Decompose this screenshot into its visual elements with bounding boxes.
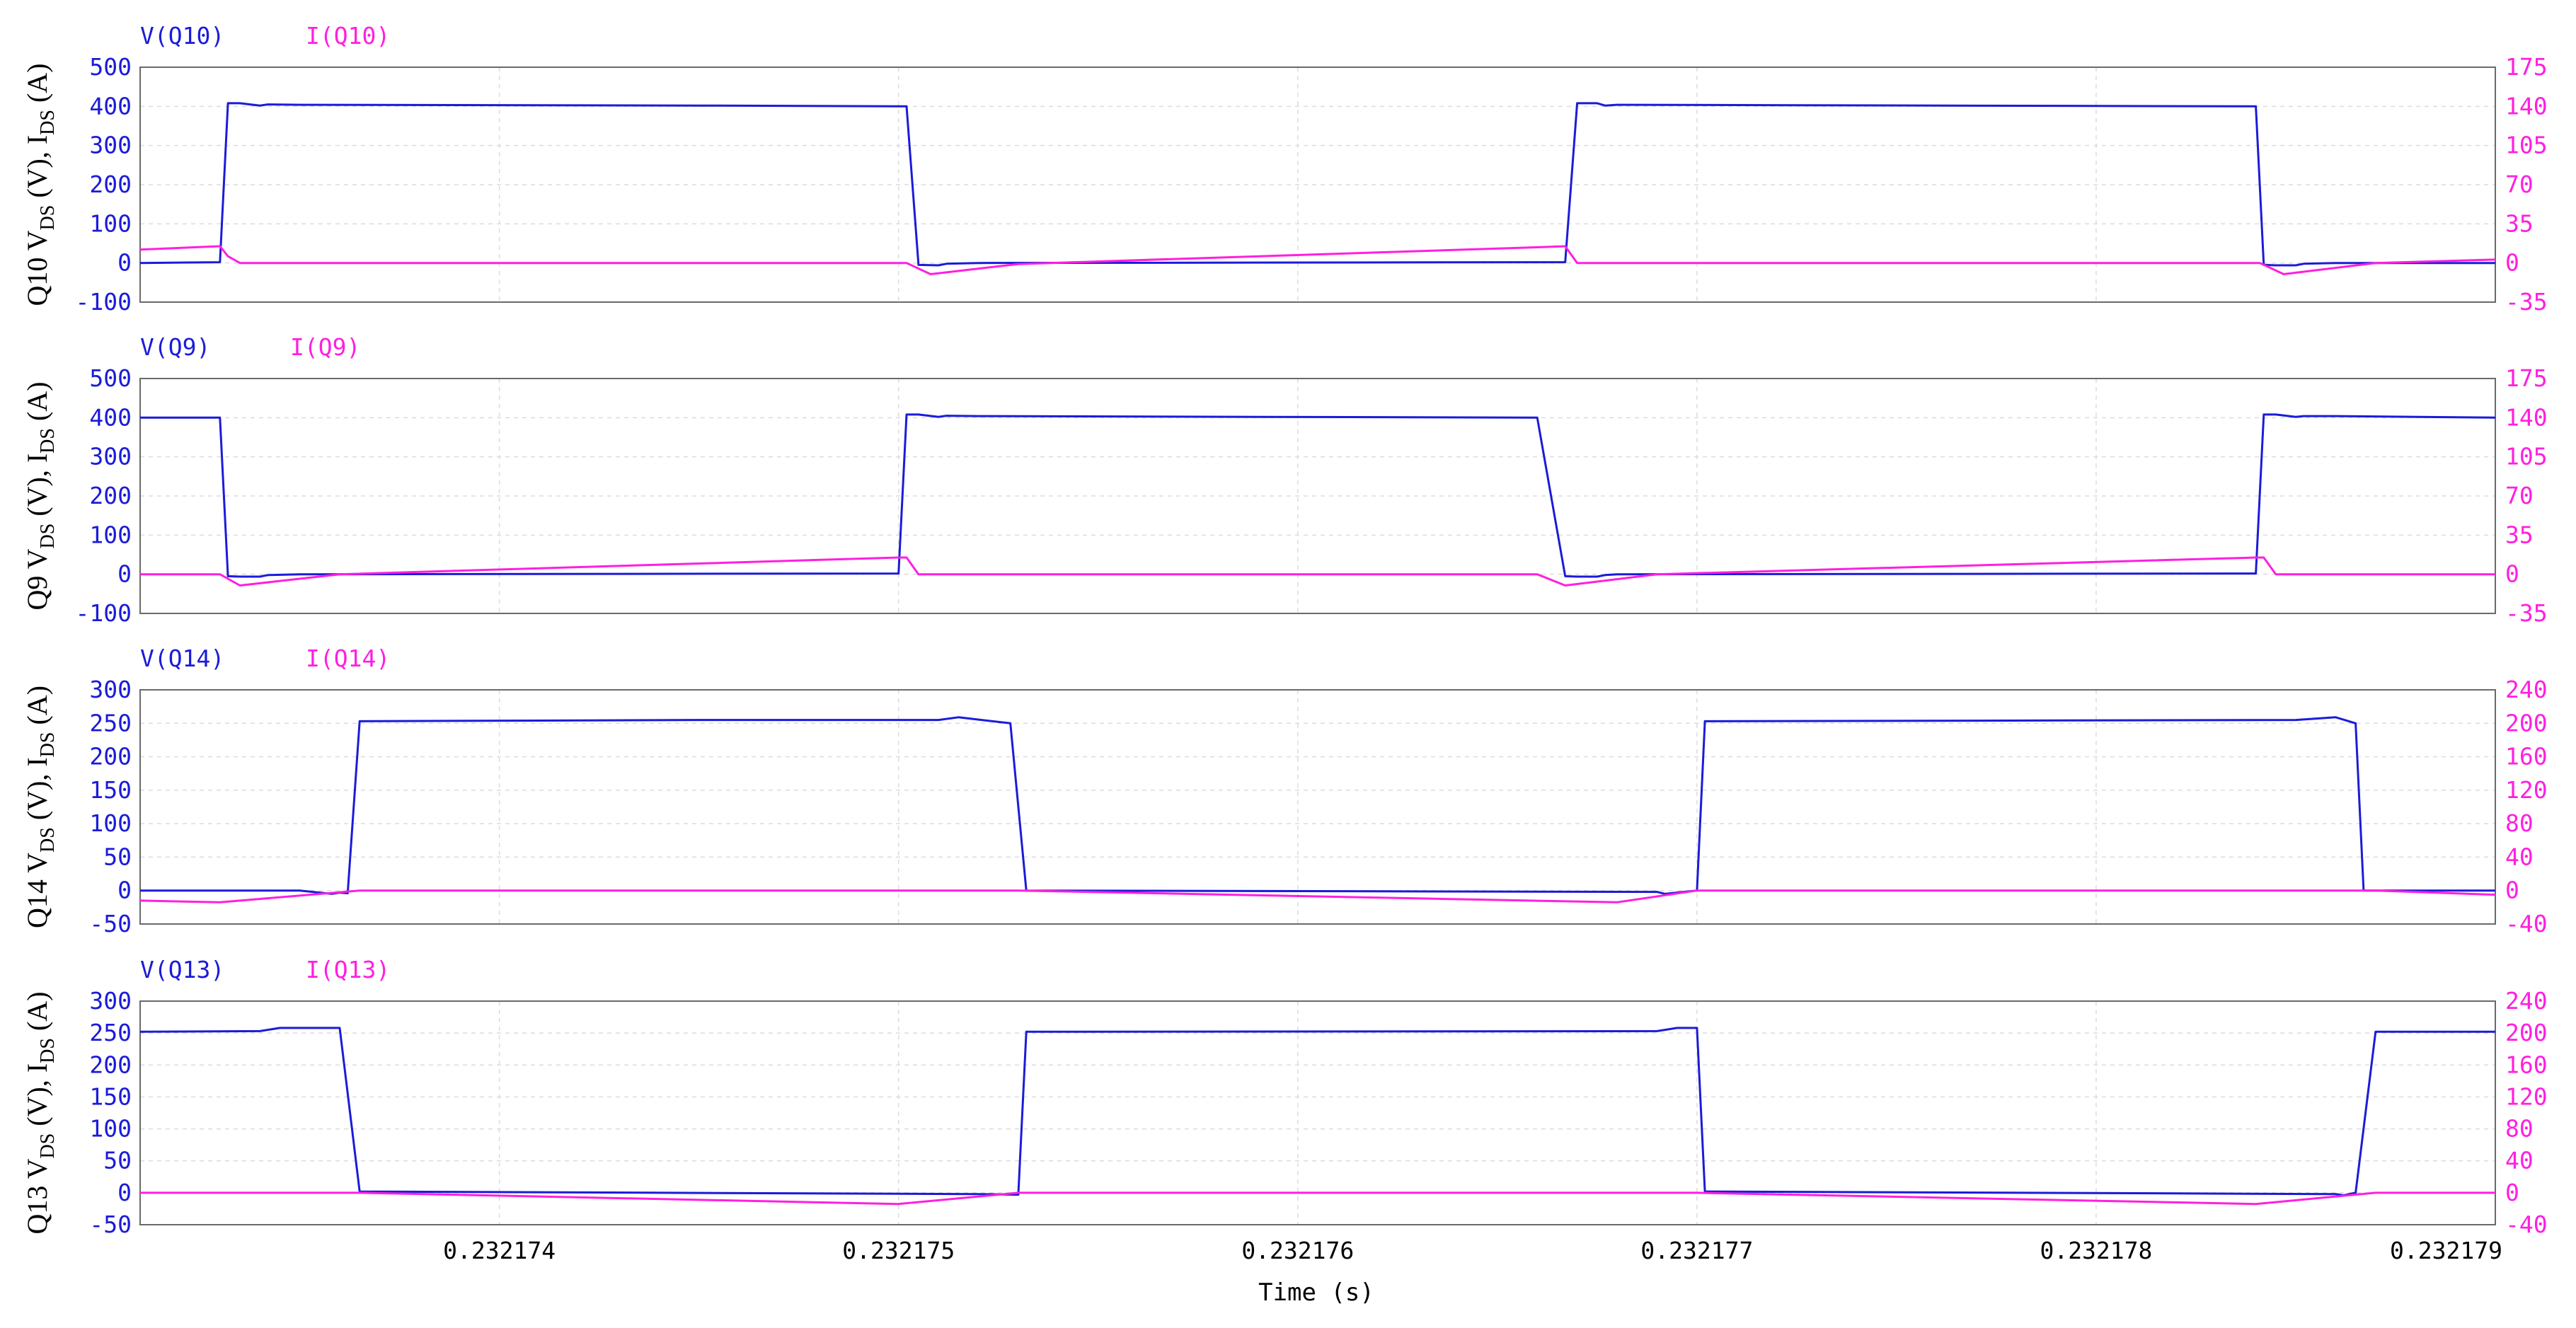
y-tick-label-right: 175 [2505, 364, 2548, 392]
plot-frame [139, 378, 2496, 614]
y-tick-label-right: 105 [2505, 132, 2548, 159]
series-line-left [140, 102, 2495, 267]
y-tick-label-left: 300 [89, 132, 132, 159]
plot-frame [139, 689, 2496, 925]
y-tick-label-right: 0 [2505, 249, 2519, 277]
legend-right-series: I(Q9) [290, 333, 360, 361]
y-tick-label-left: 200 [89, 743, 132, 770]
series-line-left [140, 413, 2495, 578]
series-line-right [140, 556, 2495, 587]
y-axis-label: Q9 VDS (V), IDS (A) [21, 381, 59, 610]
y-tick-label-left: 50 [103, 1147, 132, 1174]
y-tick-label-right: -40 [2505, 910, 2548, 937]
y-tick-label-right: 140 [2505, 92, 2548, 120]
legend-left-series: V(Q13) [140, 956, 224, 983]
y-tick-label-right: 160 [2505, 1051, 2548, 1078]
y-tick-label-left: 250 [89, 709, 132, 737]
plot-frame [139, 67, 2496, 303]
x-tick-label: 0.232178 [2040, 1237, 2152, 1264]
y-tick-label-left: 200 [89, 171, 132, 198]
y-tick-label-left: 300 [89, 987, 132, 1015]
y-tick-label-left: 200 [89, 1051, 132, 1078]
y-axis-label: Q10 VDS (V), IDS (A) [21, 63, 59, 306]
y-tick-label-right: -35 [2505, 599, 2548, 627]
legend-left-series: V(Q14) [140, 645, 224, 672]
y-tick-label-left: 0 [117, 877, 132, 904]
y-tick-label-left: 100 [89, 809, 132, 837]
series-line-left [140, 716, 2495, 895]
y-tick-label-right: 160 [2505, 743, 2548, 770]
y-tick-label-left: 400 [89, 92, 132, 120]
y-tick-label-right: 80 [2505, 809, 2534, 837]
y-tick-label-right: 140 [2505, 403, 2548, 431]
y-tick-label-left: 400 [89, 403, 132, 431]
panel-3: -50 0 50 100 150 200 250 300 -40 0 40 80 120 160 200 24… [21, 645, 2548, 937]
y-tick-label-right: 240 [2505, 987, 2548, 1015]
y-tick-label-left: 0 [117, 1179, 132, 1206]
y-tick-label-left: 150 [89, 776, 132, 804]
y-tick-label-left: 150 [89, 1082, 132, 1110]
y-tick-label-left: 250 [89, 1019, 132, 1046]
y-tick-label-left: 0 [117, 560, 132, 588]
y-tick-label-right: 70 [2505, 482, 2534, 509]
y-tick-label-right: 35 [2505, 521, 2534, 548]
x-tick-label: 0.232177 [1640, 1237, 1753, 1264]
y-tick-label-right: 120 [2505, 776, 2548, 804]
y-tick-label-right: 0 [2505, 560, 2519, 588]
y-tick-label-left: 500 [89, 364, 132, 392]
y-axis-label: Q14 VDS (V), IDS (A) [21, 686, 59, 928]
y-tick-label-right: 35 [2505, 209, 2534, 237]
legend-right-series: I(Q13) [306, 956, 390, 983]
time-axis: 0.232174 0.232175 0.232176 0.232177 0.232178… [443, 1237, 2502, 1264]
panel-1: -100 0 100 200 300 400 500 -35 0 35 70 105 140 175 V(Q… [21, 22, 2548, 316]
y-tick-label-right: 70 [2505, 171, 2534, 198]
legend-right-series: I(Q14) [306, 645, 390, 672]
y-tick-label-right: 200 [2505, 709, 2548, 737]
y-tick-label-right: 0 [2505, 877, 2519, 904]
y-tick-label-left: 200 [89, 482, 132, 509]
y-tick-label-left: -100 [76, 599, 132, 627]
x-tick-label: 0.232176 [1241, 1237, 1354, 1264]
legend-left-series: V(Q9) [140, 333, 210, 361]
y-tick-label-left: -50 [89, 910, 132, 937]
y-tick-label-right: 200 [2505, 1019, 2548, 1046]
y-tick-label-left: 100 [89, 209, 132, 237]
y-tick-label-right: 175 [2505, 53, 2548, 81]
y-tick-label-left: 0 [117, 249, 132, 277]
legend-left-series: V(Q10) [140, 22, 224, 50]
y-tick-label-right: -40 [2505, 1211, 2548, 1238]
y-tick-label-left: -100 [76, 288, 132, 316]
y-tick-label-left: 300 [89, 443, 132, 470]
y-tick-label-right: 240 [2505, 676, 2548, 703]
legend-right-series: I(Q10) [306, 22, 390, 50]
series-line-right [140, 245, 2495, 275]
y-tick-label-left: 300 [89, 676, 132, 703]
y-tick-label-left: -50 [89, 1211, 132, 1238]
y-tick-label-right: 0 [2505, 1179, 2519, 1206]
x-tick-label: 0.232174 [443, 1237, 556, 1264]
y-tick-label-right: 120 [2505, 1082, 2548, 1110]
y-tick-label-left: 50 [103, 843, 132, 870]
y-tick-label-left: 100 [89, 521, 132, 548]
x-tick-label: 0.232179 [2390, 1237, 2502, 1264]
panel-2: -100 0 100 200 300 400 500 -35 0 35 70 105 140 175 V(Q… [21, 333, 2548, 627]
y-tick-label-right: 80 [2505, 1115, 2534, 1143]
series-line-left [140, 1027, 2495, 1196]
y-tick-label-left: 500 [89, 53, 132, 81]
x-tick-label: 0.232175 [842, 1237, 955, 1264]
y-tick-label-right: 40 [2505, 1147, 2534, 1174]
y-tick-label-right: -35 [2505, 288, 2548, 316]
y-axis-label: Q13 VDS (V), IDS (A) [21, 991, 59, 1234]
series-line-right [140, 889, 2495, 903]
y-tick-label-left: 100 [89, 1115, 132, 1143]
y-tick-label-right: 40 [2505, 843, 2534, 870]
plot-frame [139, 1000, 2496, 1225]
x-axis-label: Time (s) [1258, 1278, 1374, 1307]
panel-4: -50 0 50 100 150 200 250 300 -40 0 40 80 120 160 200 24… [21, 956, 2548, 1238]
y-tick-label-right: 105 [2505, 443, 2548, 470]
series-line-right [140, 1191, 2495, 1206]
